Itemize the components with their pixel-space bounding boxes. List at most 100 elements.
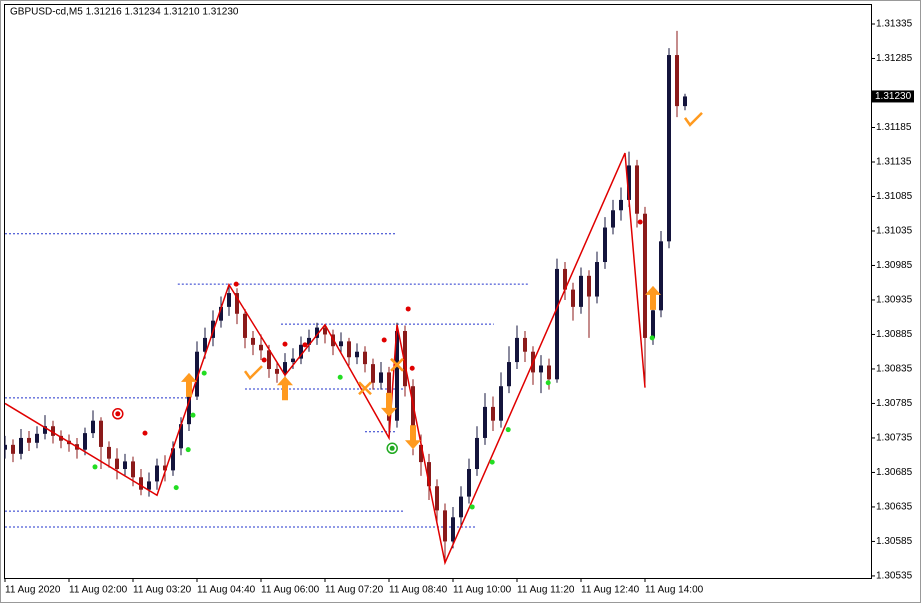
check-mark (683, 112, 703, 127)
candle-body (171, 448, 175, 471)
candle-body (235, 293, 239, 314)
candle-body (291, 358, 295, 363)
signal-dot (142, 430, 148, 436)
last-price-box (872, 90, 914, 103)
signal-dot (261, 357, 267, 363)
candle-body (115, 458, 119, 469)
candle-body (355, 351, 359, 358)
candle-body (435, 486, 439, 511)
signal-dot (637, 219, 643, 225)
candle-body (595, 262, 599, 297)
candle-body (619, 199, 623, 211)
x-tick-label: 11 Aug 2020 (5, 585, 61, 596)
signal-dot (173, 485, 179, 491)
signal-dot (190, 412, 196, 418)
y-tick-label: 1.30785 (876, 398, 913, 409)
candle-body (203, 337, 207, 352)
plot-area (4, 30, 703, 566)
candle-body (275, 368, 279, 374)
candle-body (659, 241, 663, 311)
candle-body (403, 331, 407, 387)
candle-body (267, 350, 271, 369)
signal-dot (469, 504, 475, 510)
x-tick-label: 11 Aug 03:20 (133, 585, 192, 596)
candle-body (395, 331, 399, 421)
candle-body (683, 96, 687, 107)
signal-dot (405, 306, 411, 312)
candle-body (259, 344, 263, 351)
y-tick-label: 1.30935 (876, 295, 913, 306)
candle-body (179, 424, 183, 449)
signal-dot (92, 464, 98, 470)
signal-dot (381, 337, 387, 343)
candle-body (507, 362, 511, 387)
candle-body (379, 372, 383, 383)
candle-body (571, 289, 575, 307)
candle-body (651, 310, 655, 338)
candle-body (467, 468, 471, 497)
signal-dot (185, 447, 191, 453)
cross-mark (358, 381, 372, 396)
candle-body (299, 344, 303, 359)
candle-body (123, 461, 127, 469)
candle-body (339, 341, 343, 347)
y-tick-label: 1.30535 (876, 571, 913, 582)
candle-body (4, 444, 7, 450)
candle-body (315, 327, 319, 338)
candle-body (547, 365, 551, 380)
candle-body (603, 227, 607, 263)
candle-body (195, 351, 199, 397)
candle-body (347, 341, 351, 358)
buy-arrow (181, 372, 197, 397)
candle-body (35, 433, 39, 443)
candle-body (611, 210, 615, 228)
x-tick-label: 11 Aug 02:00 (69, 585, 128, 596)
candle-body (11, 444, 15, 454)
cross-mark (390, 357, 404, 372)
candle-body (475, 437, 479, 469)
y-tick-label: 1.31335 (876, 19, 913, 30)
candle-body (43, 426, 47, 434)
candle-body (251, 337, 255, 345)
signal-dot (545, 380, 551, 386)
signal-dot (649, 335, 655, 341)
signal-dot (233, 281, 239, 287)
y-tick-label: 1.31035 (876, 226, 913, 237)
candle-body (107, 446, 111, 459)
x-tick-label: 11 Aug 11:20 (517, 585, 575, 596)
last-price-label: 1.31230 (875, 91, 912, 102)
x-tick-label: 11 Aug 06:00 (261, 585, 320, 596)
signal-dot (302, 342, 308, 348)
candle-body (563, 268, 567, 290)
y-tick-label: 1.31185 (876, 122, 912, 133)
candle-body (675, 55, 679, 107)
y-tick-label: 1.30735 (876, 433, 913, 444)
candle-body (499, 386, 503, 421)
signal-dot (505, 427, 511, 433)
candle-body (515, 337, 519, 363)
candle-body (451, 517, 455, 542)
candle-body (219, 306, 223, 321)
candle-body (555, 268, 559, 380)
signal-dot (409, 365, 415, 371)
chart-title: GBPUSD-cd,M5 1.31216 1.31234 1.31210 1.3… (10, 7, 239, 18)
candle-body (411, 386, 415, 445)
signal-ring-dot (115, 411, 121, 417)
y-tick-label: 1.30585 (876, 536, 913, 547)
candle-body (587, 275, 591, 297)
candle-body (243, 313, 247, 338)
candle-body (27, 437, 31, 443)
signal-dot (337, 374, 343, 380)
candle-body (155, 465, 159, 482)
candle-body (491, 406, 495, 421)
candle-body (419, 444, 423, 463)
candle-body (59, 435, 63, 441)
signal-dot (489, 459, 495, 465)
candle-body (163, 465, 167, 471)
candle-body (131, 461, 135, 478)
candle-body (483, 406, 487, 438)
candle-body (139, 477, 143, 490)
candle-body (667, 55, 671, 242)
